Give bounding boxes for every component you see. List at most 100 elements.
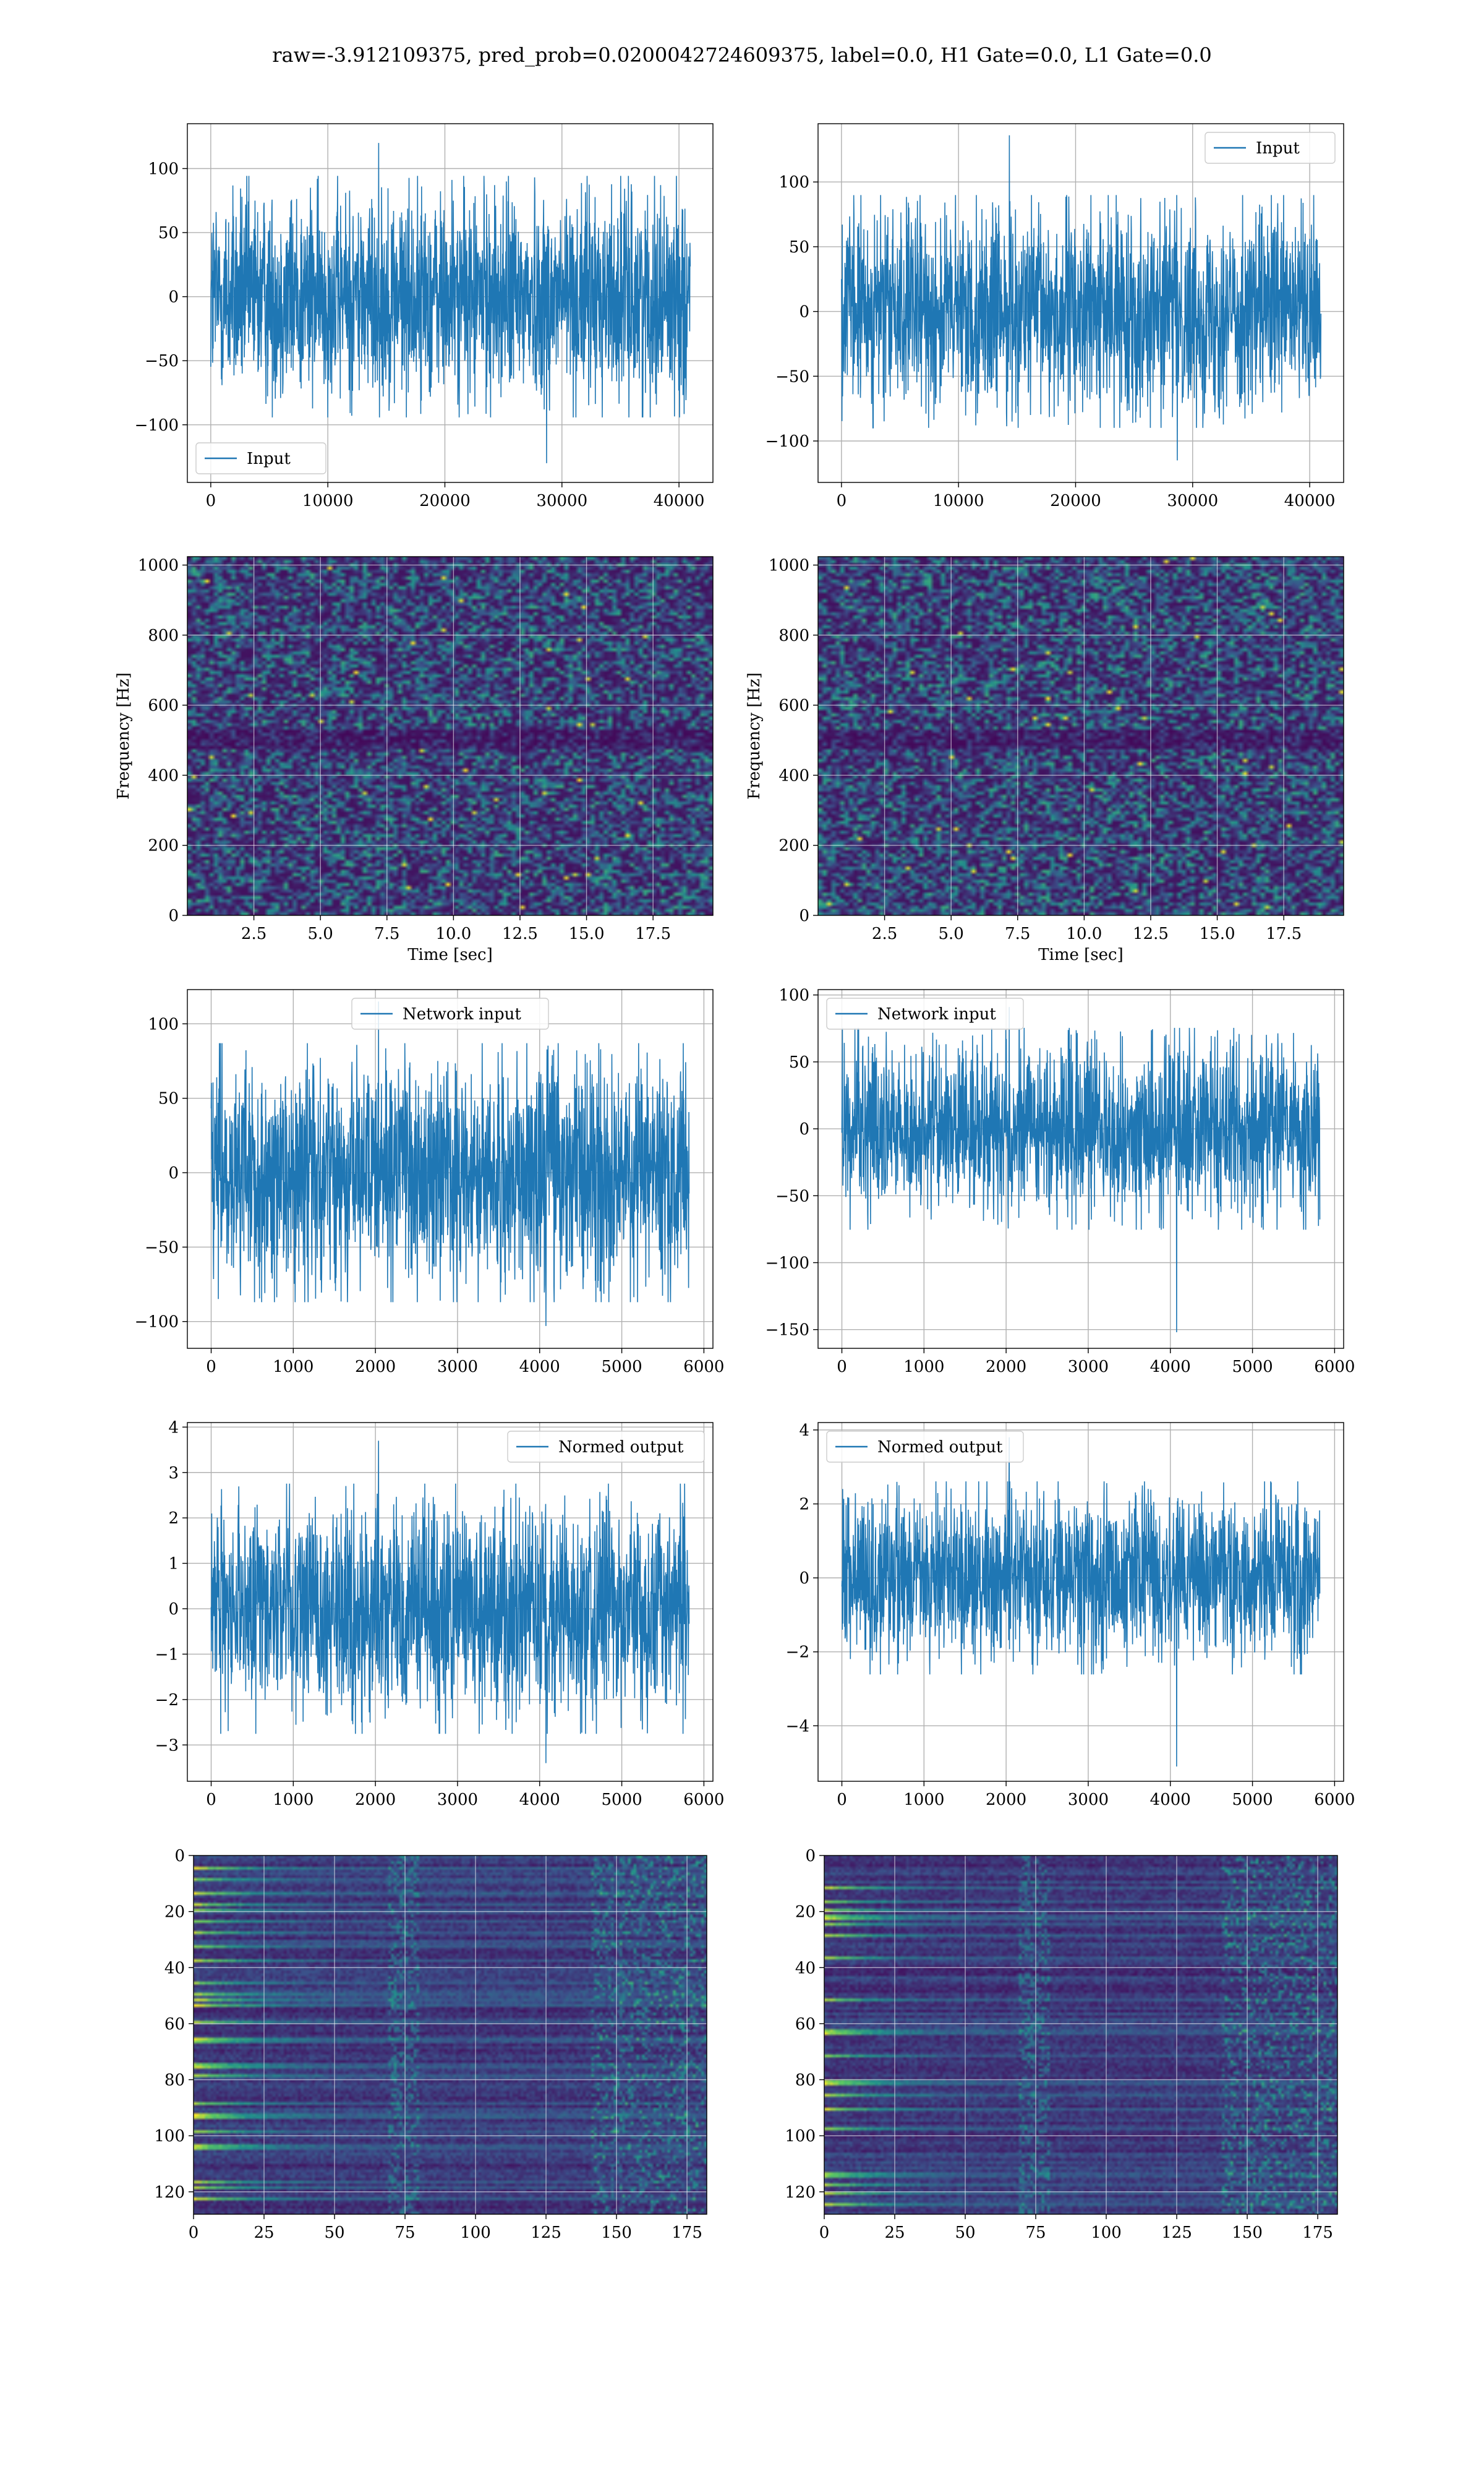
y-tick-label: 1 [168,1555,179,1573]
x-tick-label: 3000 [1068,1358,1109,1376]
y-tick-label: 60 [164,2015,185,2034]
axes-frame [817,989,1344,1349]
x-tick-label: 0 [837,1358,847,1376]
x-tick-label: 100 [1091,2224,1122,2242]
x-tick-label: 1000 [273,1791,313,1809]
series-line [841,1007,1321,1333]
x-tick-label: 1000 [903,1791,944,1809]
x-tick-label: 50 [324,2224,344,2242]
axes-frame [187,123,714,483]
series-line [210,143,691,463]
x-axis-label: Time [sec] [1038,946,1124,964]
y-tick-label: −3 [155,1736,179,1755]
heatmap-image [818,557,1344,915]
legend-box [826,998,1024,1030]
y-tick-label: 40 [164,1959,185,1977]
x-tick-label: 2000 [355,1791,396,1809]
y-tick-label: −100 [135,416,179,435]
y-tick-label: 20 [795,1903,816,1922]
x-tick-label: 3000 [437,1358,478,1376]
x-tick-label: 40000 [654,492,705,510]
x-tick-label: 125 [531,2224,561,2242]
y-tick-label: 100 [148,1015,179,1034]
heatmap-image [187,557,713,915]
x-tick-label: 0 [206,1358,216,1376]
x-tick-label: 4000 [519,1791,560,1809]
y-tick-label: 0 [799,1569,809,1588]
axes-frame [187,989,714,1349]
x-tick-label: 2000 [355,1358,396,1376]
x-tick-label: 0 [837,492,847,510]
x-tick-label: 0 [819,2224,830,2242]
legend-label: Input [1256,139,1300,158]
panel-row1-left: Input 0 10000 20000 30000 40000 −100 −50 0 50 100 [135,123,714,510]
x-tick-label: 1000 [903,1358,944,1376]
heatmap-image [194,1856,707,2214]
y-tick-label: −1 [155,1645,179,1664]
y-tick-label: 400 [148,766,179,785]
x-tick-label: 5000 [601,1791,642,1809]
legend-box [195,442,326,474]
y-tick-label: 600 [778,696,809,715]
y-tick-label: 0 [799,1120,809,1139]
y-tick-label: 0 [168,907,179,925]
y-tick-label: −50 [145,1238,179,1257]
panel-row1-right: Input 0 10000 20000 30000 40000 −100 −50 0 50 100 [765,123,1344,510]
legend-label: Input [247,450,291,468]
x-tick-label: 4000 [1150,1791,1191,1809]
legend-box [507,1431,705,1463]
panel-row2-left: 2.5 5.0 7.5 10.0 12.5 15.0 17.5 0 200 400 600 800 10… [114,556,714,964]
y-tick-label: 1000 [138,557,179,575]
y-tick-label: −50 [145,352,179,370]
x-tick-label: 17.5 [1266,925,1302,943]
legend: Network input [351,998,549,1030]
panel-row2-right: 2.5 5.0 7.5 10.0 12.5 15.0 17.5 0 200 400 600 800 10… [745,556,1344,964]
y-tick-label: 80 [795,2071,816,2090]
y-tick-label: 100 [785,2127,816,2146]
axes-frame [817,556,1344,916]
x-tick-label: 15.0 [569,925,605,943]
x-tick-label: 50 [955,2224,975,2242]
series-line [210,1001,690,1326]
y-tick-label: 4 [168,1418,179,1437]
legend: Input [1205,132,1336,164]
x-tick-label: 20000 [419,492,471,510]
x-tick-label: 10000 [933,492,984,510]
x-tick-label: 2000 [986,1791,1026,1809]
x-tick-label: 5.0 [939,925,964,943]
legend-label: Normed output [558,1438,684,1457]
panel-row5-right: 0 25 50 75 100 125 150 175 0 20 40 60 80 100 120 [785,1847,1338,2242]
axes-frame [187,1422,714,1782]
legend-box [1205,132,1336,164]
x-tick-label: 40000 [1284,492,1336,510]
y-tick-label: 40 [795,1959,816,1977]
y-tick-label: 3 [168,1464,179,1483]
x-tick-label: 125 [1161,2224,1192,2242]
x-tick-label: 12.5 [502,925,538,943]
legend: Normed output [826,1431,1024,1463]
x-axis-label: Time [sec] [407,946,493,964]
y-tick-label: 600 [148,696,179,715]
x-tick-label: 6000 [683,1791,724,1809]
axes-frame [817,1422,1344,1782]
y-tick-label: 0 [168,1600,179,1619]
y-tick-label: −150 [765,1321,809,1340]
y-tick-label: 50 [158,1090,179,1108]
x-tick-label: 3000 [437,1791,478,1809]
y-tick-label: 100 [778,987,809,1005]
x-tick-label: 12.5 [1133,925,1169,943]
y-tick-label: −100 [765,432,809,451]
x-tick-label: 4000 [519,1358,560,1376]
axes-frame [187,556,714,916]
x-tick-label: 10.0 [1066,925,1102,943]
y-tick-label: 100 [778,173,809,192]
x-tick-label: 5000 [601,1358,642,1376]
x-tick-label: 15.0 [1200,925,1235,943]
y-tick-label: −100 [135,1313,179,1332]
y-tick-label: 400 [778,766,809,785]
x-tick-label: 0 [206,492,216,510]
